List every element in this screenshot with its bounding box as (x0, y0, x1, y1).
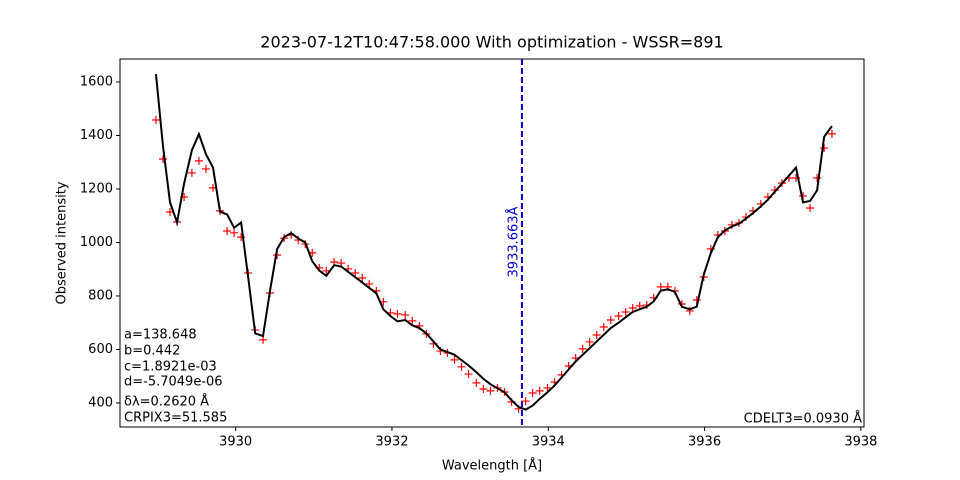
data-point (486, 386, 495, 395)
x-tick-label: 3932 (375, 435, 408, 450)
data-point (351, 268, 360, 277)
data-point (820, 144, 829, 153)
data-point (450, 355, 459, 364)
data-point (401, 310, 410, 319)
data-point (628, 303, 637, 312)
y-tick-label: 800 (88, 288, 113, 303)
y-tick-label: 400 (88, 395, 113, 410)
x-tick-label: 3938 (844, 435, 877, 450)
fit-parameter: CDELT3=0.0930 Å (744, 411, 862, 427)
data-point (592, 331, 601, 339)
fit-parameter: a=138.648 (124, 328, 197, 343)
data-point (585, 337, 594, 346)
data-point (578, 344, 587, 353)
y-tick-label: 1200 (80, 181, 113, 196)
data-point (408, 316, 417, 325)
x-tick-label: 3934 (532, 435, 565, 450)
data-point (158, 155, 167, 164)
data-point (656, 282, 665, 291)
fit-parameter: d=-5.7049e-06 (124, 375, 223, 390)
y-tick-label: 1600 (80, 75, 113, 90)
data-point (201, 164, 210, 173)
data-point (457, 362, 466, 371)
fit-parameter: b=0.442 (124, 344, 180, 359)
data-point (365, 279, 374, 288)
y-tick-label: 1400 (80, 128, 113, 143)
x-tick-label: 3930 (219, 435, 252, 450)
data-point (614, 312, 623, 321)
fit-parameter: c=1.8921e-03 (124, 360, 217, 375)
data-point (259, 335, 268, 344)
plot-area (119, 58, 865, 428)
data-point (599, 322, 608, 331)
data-point (194, 156, 203, 165)
data-point (223, 226, 232, 235)
data-point (479, 385, 488, 394)
data-point (827, 129, 836, 138)
data-point (806, 203, 815, 212)
fit-line (154, 73, 833, 411)
data-point (393, 309, 402, 318)
y-axis-label: Observed intensity (55, 181, 70, 304)
data-point (528, 389, 537, 398)
x-axis-label: Wavelength [Å] (442, 458, 542, 474)
data-point (606, 316, 615, 325)
data-point (358, 274, 367, 283)
x-tick-label: 3936 (688, 435, 721, 450)
fit-parameter: δλ=0.2620 Å (124, 394, 209, 410)
data-point (535, 386, 544, 395)
data-point (464, 370, 473, 379)
data-point (543, 383, 552, 392)
data-point (813, 174, 822, 183)
y-tick-label: 600 (88, 342, 113, 357)
fit-parameter: CRPIX3=51.585 (124, 411, 227, 426)
data-point (151, 115, 160, 124)
data-point (621, 308, 630, 316)
reference-line-label: 3933.663Å (505, 206, 521, 277)
data-point (472, 378, 481, 387)
data-point (187, 168, 196, 177)
data-point (521, 397, 530, 406)
data-point (230, 228, 239, 237)
chart-title: 2023-07-12T10:47:58.000 With optimizatio… (260, 33, 723, 52)
y-tick-label: 1000 (80, 235, 113, 250)
